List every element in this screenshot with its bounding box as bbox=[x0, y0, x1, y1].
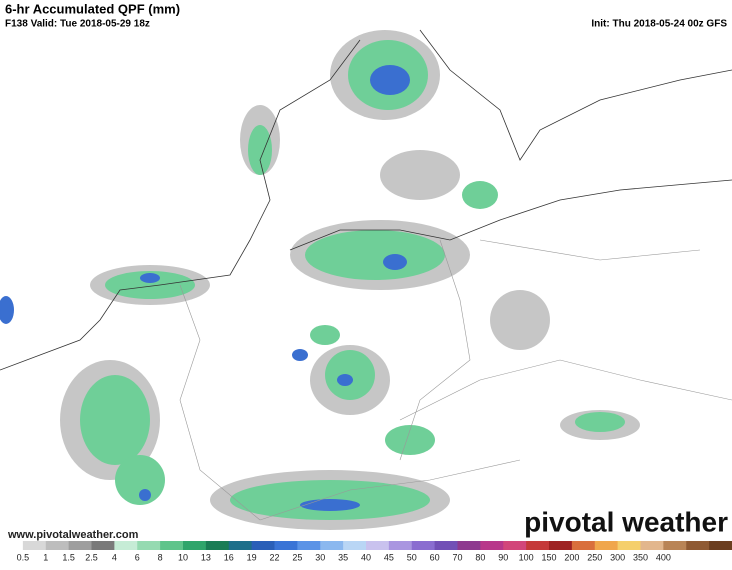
colorbar-label: 35 bbox=[338, 552, 348, 562]
colorbar-swatch bbox=[480, 541, 504, 550]
colorbar-label: 30 bbox=[315, 552, 325, 562]
colorbar-swatch bbox=[251, 541, 275, 550]
colorbar-swatch bbox=[320, 541, 344, 550]
colorbar-swatch bbox=[0, 541, 24, 550]
colorbar-label: 300 bbox=[610, 552, 625, 562]
colorbar-label: 90 bbox=[498, 552, 508, 562]
colorbar-label: 400 bbox=[656, 552, 671, 562]
colorbar-swatch bbox=[45, 541, 70, 550]
brand-watermark: pivotal weather bbox=[524, 506, 728, 537]
colorbar-swatch bbox=[457, 541, 481, 550]
colorbar-swatch bbox=[503, 541, 527, 550]
website: www.pivotalweather.com bbox=[7, 529, 139, 541]
colorbar-label: 25 bbox=[292, 552, 302, 562]
colorbar-swatch bbox=[114, 541, 138, 550]
colorbar-label: 4 bbox=[112, 552, 117, 562]
colorbar-label: 60 bbox=[430, 552, 440, 562]
colorbar-swatch bbox=[297, 541, 321, 550]
colorbar-label: 16 bbox=[224, 552, 234, 562]
title: 6-hr Accumulated QPF (mm) bbox=[5, 1, 180, 16]
colorbar-label: 150 bbox=[541, 552, 556, 562]
colorbar-label: 250 bbox=[587, 552, 602, 562]
colorbar-swatch bbox=[137, 541, 161, 550]
colorbar-swatch bbox=[709, 541, 732, 550]
colorbar-swatch bbox=[388, 541, 413, 550]
map-area: www.pivotalweather.com pivotal weather bbox=[0, 29, 732, 541]
colorbar-label: 200 bbox=[564, 552, 579, 562]
colorbar-swatch bbox=[411, 541, 436, 550]
colorbar-label: 1 bbox=[43, 552, 48, 562]
colorbar-label: 45 bbox=[384, 552, 394, 562]
colorbar-swatch bbox=[205, 541, 230, 550]
colorbar-swatch bbox=[183, 541, 207, 550]
colorbar-label: 8 bbox=[158, 552, 163, 562]
colorbar-swatch bbox=[663, 541, 687, 550]
colorbar-swatch bbox=[91, 541, 115, 550]
colorbar-label: 22 bbox=[269, 552, 279, 562]
colorbar-swatch bbox=[434, 541, 458, 550]
colorbar-label: 13 bbox=[201, 552, 211, 562]
colorbar-label: 50 bbox=[407, 552, 417, 562]
colorbar-label: 0.5 bbox=[17, 552, 30, 562]
colorbar-label: 40 bbox=[361, 552, 371, 562]
colorbar-swatch bbox=[68, 541, 92, 550]
colorbar-swatch bbox=[686, 541, 710, 550]
colorbar-label: 6 bbox=[135, 552, 140, 562]
coastlines bbox=[0, 29, 732, 371]
valid-time: F138 Valid: Tue 2018-05-29 18z bbox=[5, 19, 150, 30]
colorbar-swatch bbox=[343, 541, 367, 550]
precip-heavy bbox=[0, 65, 410, 511]
colorbar-swatch bbox=[274, 541, 298, 550]
colorbar-swatch bbox=[640, 541, 664, 550]
colorbar-swatch bbox=[160, 541, 184, 550]
colorbar-swatch bbox=[617, 541, 641, 550]
colorbar-swatch bbox=[549, 541, 573, 550]
colorbar-swatch bbox=[22, 541, 47, 550]
colorbar-label: 2.5 bbox=[85, 552, 98, 562]
colorbar: 0.5 1 1.5 2.5 4 6 8 10 13 16 19 22 25 30 35 40 45 50 60 70 8… bbox=[0, 541, 732, 562]
colorbar-label: 80 bbox=[475, 552, 485, 562]
colorbar-swatch bbox=[228, 541, 253, 550]
colorbar-label: 100 bbox=[519, 552, 534, 562]
colorbar-label: 1.5 bbox=[62, 552, 75, 562]
colorbar-swatch bbox=[366, 541, 390, 550]
colorbar-swatch bbox=[594, 541, 619, 550]
colorbar-label: 350 bbox=[633, 552, 648, 562]
colorbar-swatch bbox=[571, 541, 596, 550]
colorbar-label: 19 bbox=[247, 552, 257, 562]
colorbar-label: 10 bbox=[178, 552, 188, 562]
borders bbox=[179, 239, 732, 521]
init-time: Init: Thu 2018-05-24 00z GFS bbox=[591, 19, 727, 30]
colorbar-label: 70 bbox=[452, 552, 462, 562]
colorbar-swatch bbox=[526, 541, 550, 550]
